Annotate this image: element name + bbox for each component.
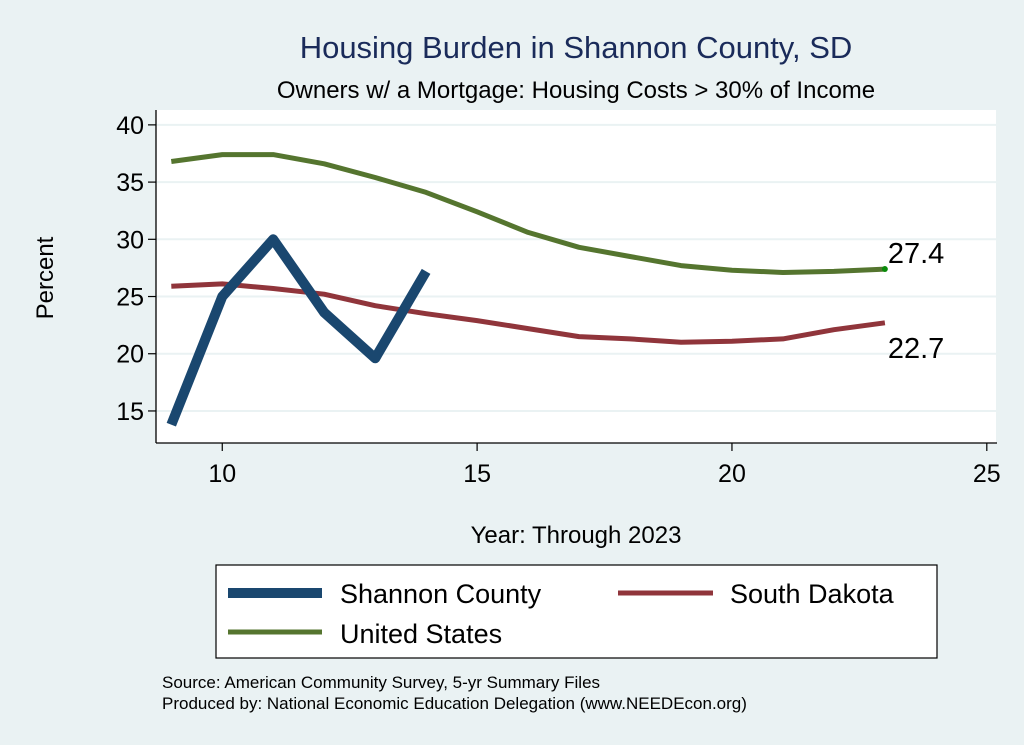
legend-label-shannon-county: Shannon County <box>340 579 542 609</box>
x-tick-label: 10 <box>208 460 236 488</box>
y-tick-label: 25 <box>116 284 144 312</box>
chart-title: Housing Burden in Shannon County, SD <box>300 30 853 65</box>
x-tick-label: 25 <box>973 460 1001 488</box>
series-line-shannon-county <box>166 234 431 427</box>
y-axis-label: Percent <box>32 236 59 319</box>
gridlines <box>156 110 998 443</box>
legend-label-united-states: United States <box>340 619 502 649</box>
x-axis-label: Year: Through 2023 <box>471 522 682 549</box>
legend-box <box>215 564 938 659</box>
y-tick-label: 30 <box>116 226 144 254</box>
source-note: Source: American Community Survey, 5-yr … <box>162 673 600 692</box>
plot-area <box>156 110 997 443</box>
series-line-south-dakota <box>171 281 886 345</box>
legend-label-south-dakota: South Dakota <box>730 579 895 609</box>
series-line-united-states <box>170 152 886 275</box>
y-tick-label: 20 <box>116 341 144 369</box>
producer-note: Produced by: National Economic Education… <box>162 694 747 713</box>
axes: 15 20 25 30 35 40 10 15 20 25 <box>116 110 1001 488</box>
legend: Shannon County South Dakota United State… <box>215 564 938 659</box>
y-tick-label: 40 <box>116 112 144 140</box>
chart-subtitle: Owners w/ a Mortgage: Housing Costs > 30… <box>277 77 875 104</box>
y-tick-label: 15 <box>116 398 144 426</box>
end-marker-united-states <box>881 266 888 273</box>
end-label-united-states: 27.4 <box>888 238 944 270</box>
x-tick-label: 20 <box>718 460 746 488</box>
y-tick-label: 35 <box>116 169 144 197</box>
end-label-south-dakota: 22.7 <box>888 333 944 365</box>
x-tick-label: 15 <box>463 460 491 488</box>
series-layer: 27.4 22.7 <box>166 152 944 427</box>
